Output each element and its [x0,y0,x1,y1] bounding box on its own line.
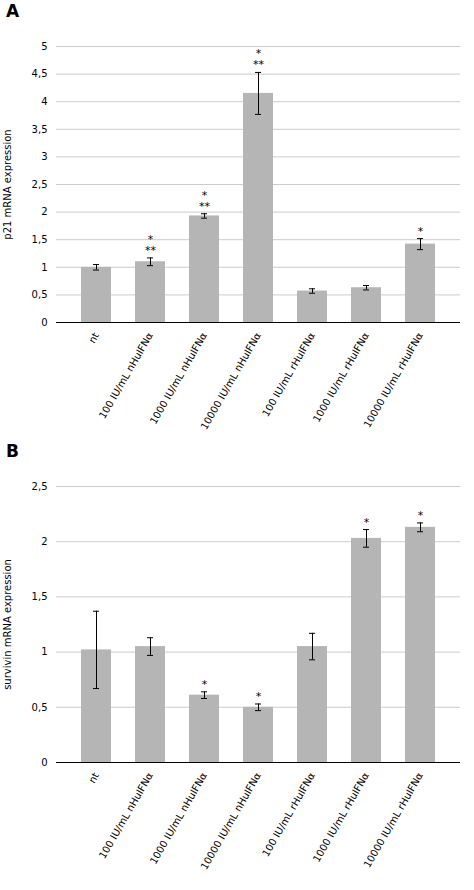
svg-text:2,5: 2,5 [32,481,48,492]
svg-text:nt: nt [86,771,101,785]
svg-text:*: * [148,233,154,246]
svg-text:10000 IU/mL nHuIFNα: 10000 IU/mL nHuIFNα [198,770,263,871]
svg-text:4: 4 [41,96,47,107]
svg-text:1000 IU/mL rHuIFNα: 1000 IU/mL rHuIFNα [311,770,371,864]
svg-text:5: 5 [41,41,47,52]
svg-text:10000 IU/mL nHuIFNα: 10000 IU/mL nHuIFNα [198,330,263,431]
svg-text:2: 2 [41,536,47,547]
svg-text:1,5: 1,5 [32,234,48,245]
html-text:B: B [6,441,19,461]
svg-text:10000 IU/mL rHuIFNα: 10000 IU/mL rHuIFNα [362,330,426,429]
svg-text:1: 1 [41,646,47,657]
svg-text:100 IU/mL rHuIFNα: 100 IU/mL rHuIFNα [260,770,317,858]
svg-text:0,5: 0,5 [32,289,48,300]
svg-text:*: * [256,690,262,703]
svg-text:nt: nt [86,331,101,345]
svg-text:1000 IU/mL rHuIFNα: 1000 IU/mL rHuIFNα [311,330,371,424]
svg-text:4,5: 4,5 [32,68,48,79]
svg-text:0: 0 [41,757,47,768]
svg-text:*: * [202,678,208,691]
svg-text:1: 1 [41,262,47,273]
svg-text:*: * [256,47,262,60]
svg-text:*: * [418,509,424,522]
svg-text:3,5: 3,5 [32,124,48,135]
svg-text:2,5: 2,5 [32,179,48,190]
svg-text:1000 IU/mL nHuIFNα: 1000 IU/mL nHuIFNα [148,330,210,426]
svg-text:1,5: 1,5 [32,591,48,602]
svg-text:1000 IU/mL nHuIFNα: 1000 IU/mL nHuIFNα [148,770,210,866]
html-text:A: A [6,1,20,21]
svg-text:p21 mRNA expression: p21 mRNA expression [2,129,13,239]
svg-text:100 IU/mL nHuIFNα: 100 IU/mL nHuIFNα [97,330,155,420]
svg-text:100 IU/mL rHuIFNα: 100 IU/mL rHuIFNα [260,330,317,418]
svg-text:*: * [202,189,208,202]
svg-text:100 IU/mL nHuIFNα: 100 IU/mL nHuIFNα [97,770,155,860]
svg-text:3: 3 [41,151,47,162]
svg-text:10000 IU/mL rHuIFNα: 10000 IU/mL rHuIFNα [362,770,426,869]
svg-text:*: * [364,516,370,529]
svg-text:2: 2 [41,206,47,217]
svg-text:0: 0 [41,317,47,328]
svg-text:*: * [418,225,424,238]
svg-text:survivin mRNA expression: survivin mRNA expression [2,559,13,690]
svg-text:0,5: 0,5 [32,702,48,713]
